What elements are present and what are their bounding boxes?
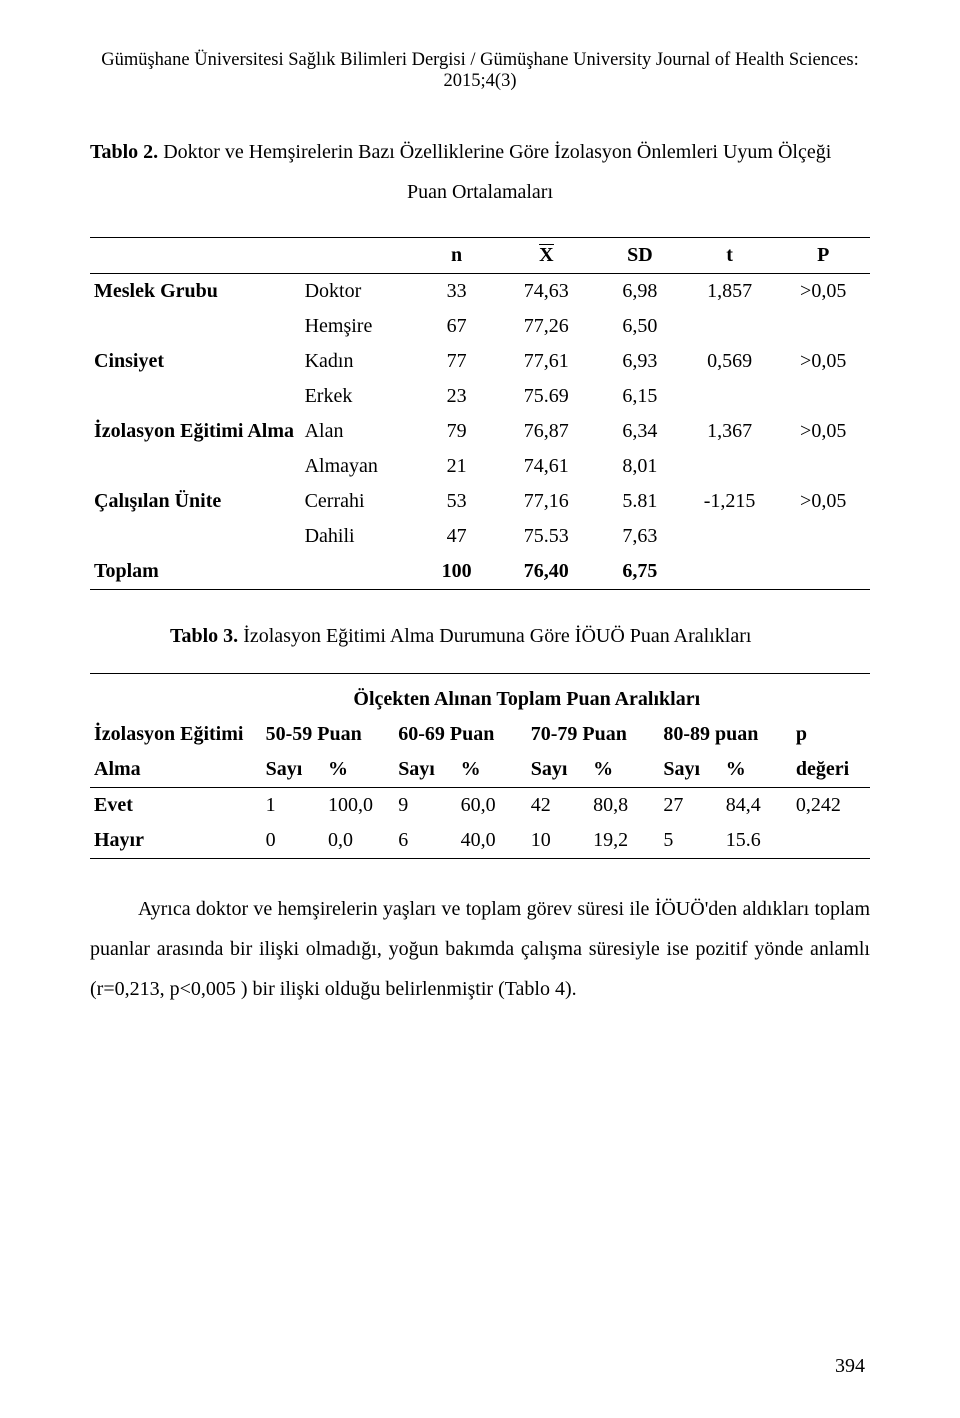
table3: Ölçekten Alınan Toplam Puan Aralıkları İ… [90,673,870,859]
table2-body: Meslek GrubuDoktor3374,636,981,857>0,05 … [90,274,870,590]
table2-row: Almayan2174,618,01 [90,449,870,484]
t3-col3: 80-89 puan [659,717,792,752]
table2-row: Erkek2375.696,15 [90,379,870,414]
table2-row: Hemşire6777,266,50 [90,309,870,344]
table3-row: Evet 1100,0 960,0 4280,8 2784,4 0,242 [90,788,870,824]
table3-supertitle-row: Ölçekten Alınan Toplam Puan Aralıkları [90,674,870,718]
table2-row: CinsiyetKadın7777,616,930,569>0,05 [90,344,870,379]
journal-header: Gümüşhane Üniversitesi Sağlık Bilimleri … [90,50,870,92]
table2-row: Dahili4775.537,63 [90,519,870,554]
table3-row: Hayır 00,0 640,0 1019,2 515.6 [90,823,870,859]
table2-row: İzolasyon Eğitimi AlmaAlan7976,876,341,3… [90,414,870,449]
table2-row: Meslek GrubuDoktor3374,636,981,857>0,05 [90,274,870,310]
table2-head-row: n X SD t P [90,238,870,274]
t3-rowhead2: Alma [90,752,262,788]
t3-col2: 70-79 Puan [527,717,660,752]
table2-caption: Tablo 2. Doktor ve Hemşirelerin Bazı Öze… [90,132,870,212]
table2-caption-lead: Tablo 2. [90,141,158,163]
paragraph: Ayrıca doktor ve hemşirelerin yaşları ve… [90,889,870,1009]
t3-col0: 50-59 Puan [262,717,395,752]
table3-colhead-row: İzolasyon Eğitimi 50-59 Puan 60-69 Puan … [90,717,870,752]
table3-subhead-row: Alma Sayı% Sayı% Sayı% Sayı% değeri [90,752,870,788]
t3-col1: 60-69 Puan [394,717,527,752]
table2-caption-line2: Puan Ortalamaları [90,172,870,212]
table2-row: Toplam10076,406,75 [90,554,870,590]
t3-p-label: p [792,717,870,752]
table2-row: Çalışılan ÜniteCerrahi5377,165.81-1,215>… [90,484,870,519]
t3-p-sub: değeri [792,752,870,788]
t2-h-x: X [496,238,597,274]
table3-caption: Tablo 3. İzolasyon Eğitimi Alma Durumuna… [170,625,870,648]
t2-h-sd: SD [597,238,683,274]
table2: n X SD t P Meslek GrubuDoktor3374,636,98… [90,237,870,590]
table3-caption-lead: Tablo 3. [170,625,238,647]
table3-caption-rest: İzolasyon Eğitimi Alma Durumuna Göre İÖU… [238,625,751,647]
table3-supertitle: Ölçekten Alınan Toplam Puan Aralıkları [262,674,792,718]
t3-rowhead1: İzolasyon Eğitimi [90,717,262,752]
page: Gümüşhane Üniversitesi Sağlık Bilimleri … [0,0,960,1418]
table2-caption-rest: Doktor ve Hemşirelerin Bazı Özelliklerin… [158,141,831,163]
page-number: 394 [835,1355,865,1378]
t2-h-p: P [776,238,870,274]
t2-h-t: t [683,238,777,274]
t2-h-n: n [418,238,496,274]
